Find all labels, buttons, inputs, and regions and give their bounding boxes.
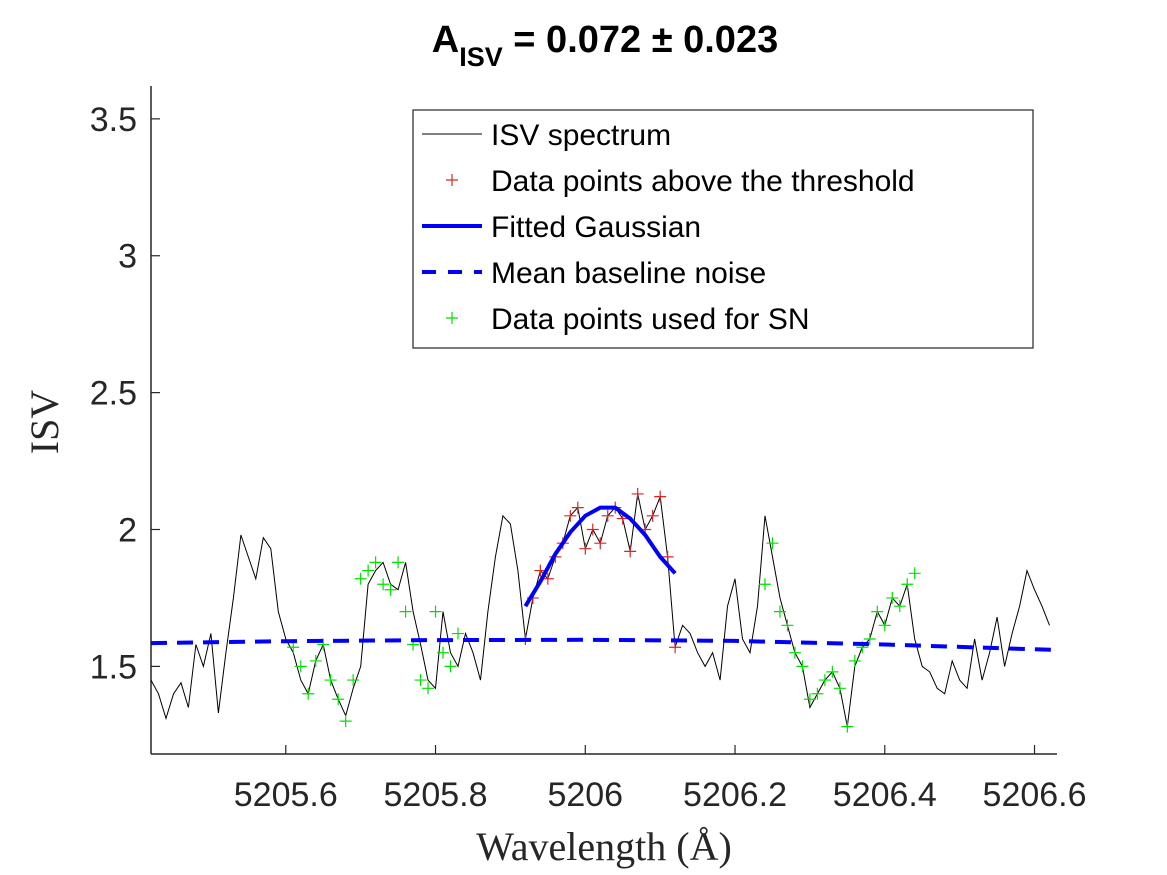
threshold-data-point <box>601 509 614 522</box>
sn-data-point <box>317 638 330 651</box>
mean-baseline-noise-line <box>150 637 1058 652</box>
legend-swatch-marker <box>446 312 458 324</box>
legend-label: ISV spectrum <box>491 119 671 152</box>
y-tick-label: 2.5 <box>90 375 137 413</box>
legend-entry: Data points used for SN <box>446 303 810 336</box>
x-tick-label: 5206.2 <box>683 776 787 814</box>
threshold-data-point <box>579 542 592 555</box>
sn-data-point <box>302 687 315 700</box>
legend-entry: ISV spectrum <box>422 119 671 152</box>
threshold-data-point <box>571 501 584 514</box>
threshold-data-point <box>646 509 659 522</box>
legend-swatch-marker <box>446 174 458 186</box>
threshold-data-point <box>661 550 674 563</box>
threshold-data-point <box>631 487 644 500</box>
isv-spectrum-line <box>150 493 1050 727</box>
legend-label: Data points used for SN <box>491 303 810 336</box>
legend: ISV spectrum Data points above the thresh… <box>412 109 1034 349</box>
sn-data-point <box>384 583 397 596</box>
legend-entry: Data points above the threshold <box>446 165 915 198</box>
x-tick-label: 5205.6 <box>234 776 338 814</box>
series-layer <box>150 487 1058 733</box>
sn-data-point <box>437 646 450 659</box>
sn-data-point <box>377 578 390 591</box>
sn-data-point <box>429 605 442 618</box>
sn-data-point <box>773 605 786 618</box>
sn-data-point <box>399 605 412 618</box>
threshold-data-point <box>564 509 577 522</box>
threshold-data-point <box>586 523 599 536</box>
sn-data-point <box>833 682 846 695</box>
chart-title-subscript: ISV <box>459 42 503 72</box>
sn-data-point <box>332 693 345 706</box>
legend-label: Data points above the threshold <box>491 165 915 198</box>
sn-data-point <box>287 641 300 654</box>
threshold-data-point <box>669 641 682 654</box>
sn-data-point <box>422 682 435 695</box>
axis-ticks: 5205.6 5205.8 5206 5206.2 5206.4 5206.6 1.5 2 2.… <box>90 101 1087 814</box>
sn-data-point <box>339 715 352 728</box>
sn-data-point <box>811 687 824 700</box>
sn-data-point <box>354 572 367 585</box>
x-tick-label: 5206 <box>547 776 623 814</box>
threshold-data-point <box>594 537 607 550</box>
y-tick-label: 2 <box>118 512 137 550</box>
sn-data-point <box>451 627 464 640</box>
chart-title-rest: = 0.072 ± 0.023 <box>503 19 778 61</box>
legend-box <box>412 109 1034 349</box>
sn-data-point <box>908 567 921 580</box>
sn-data-point <box>901 578 914 591</box>
y-tick-label: 3.5 <box>90 101 137 139</box>
x-axis-label: Wavelength (Å) <box>476 824 732 869</box>
sn-data-point <box>294 660 307 673</box>
sn-data-point <box>758 578 771 591</box>
y-axis-label: ISV <box>22 390 67 455</box>
sn-data-point <box>871 605 884 618</box>
legend-label: Mean baseline noise <box>491 257 766 290</box>
sn-data-point <box>766 537 779 550</box>
chart-title: AISV = 0.072 ± 0.023 <box>432 19 778 72</box>
sn-data-point <box>444 660 457 673</box>
y-tick-label: 1.5 <box>90 648 137 686</box>
fitted-gaussian-line <box>523 505 677 608</box>
sn-data-point <box>818 674 831 687</box>
sn-data-point <box>392 556 405 569</box>
x-tick-label: 5206.4 <box>833 776 937 814</box>
sn-data-point <box>848 654 861 667</box>
sn-data-point <box>826 665 839 678</box>
y-tick-label: 3 <box>118 238 137 276</box>
sn-data-point <box>369 556 382 569</box>
sn-data-point <box>781 619 794 632</box>
x-tick-label: 5205.8 <box>384 776 488 814</box>
legend-entry: Fitted Gaussian <box>422 211 701 244</box>
legend-entry: Mean baseline noise <box>422 257 766 290</box>
sn-data-point <box>324 674 337 687</box>
threshold-data-point <box>654 490 667 503</box>
sn-data-point <box>309 654 322 667</box>
sn-data-point <box>878 619 891 632</box>
sn-data-point <box>886 591 899 604</box>
x-tick-label: 5206.6 <box>983 776 1087 814</box>
chart-title-main: A <box>432 19 459 61</box>
sn-data-point <box>362 564 375 577</box>
sn-data-point <box>863 633 876 646</box>
threshold-data-point <box>624 545 637 558</box>
sn-data-point <box>796 660 809 673</box>
sn-data-point-group <box>287 537 921 733</box>
sn-data-point <box>893 600 906 613</box>
sn-data-point <box>414 674 427 687</box>
legend-label: Fitted Gaussian <box>491 211 701 244</box>
sn-data-point <box>788 646 801 659</box>
sn-data-point <box>347 674 360 687</box>
sn-data-point <box>803 693 816 706</box>
sn-data-point <box>841 720 854 733</box>
threshold-data-point-group <box>519 487 682 654</box>
